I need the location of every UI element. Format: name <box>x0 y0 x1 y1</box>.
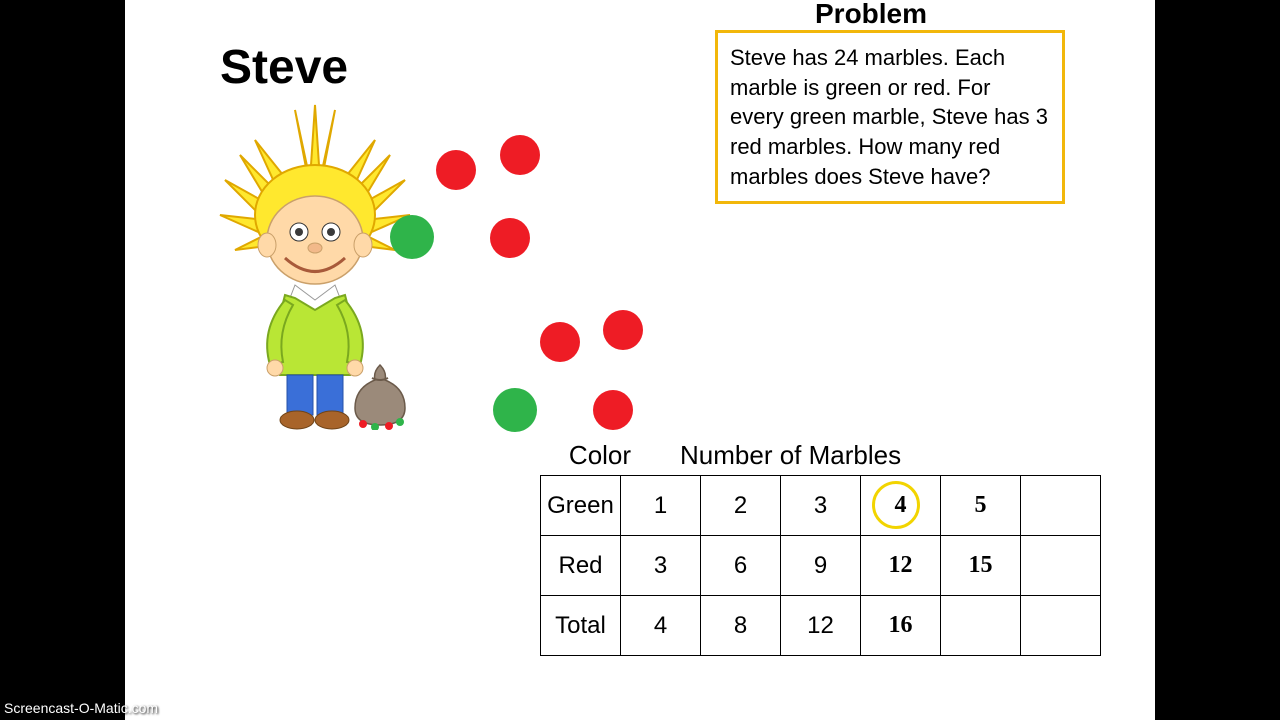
table-cell: 3 <box>621 536 701 596</box>
red-marble <box>593 390 633 430</box>
table-cell: 16 <box>861 596 941 656</box>
table-cell: 12 <box>861 536 941 596</box>
table-cell: 15 <box>941 536 1021 596</box>
red-marble <box>500 135 540 175</box>
table-header-number: Number of Marbles <box>660 440 1000 471</box>
table-cell: 8 <box>701 596 781 656</box>
table-row-label: Green <box>541 476 621 536</box>
red-marble <box>540 322 580 362</box>
table-cell: 12 <box>781 596 861 656</box>
problem-box: Steve has 24 marbles. Each marble is gre… <box>715 30 1065 204</box>
table-row-label: Total <box>541 596 621 656</box>
table-cell: 4 <box>861 476 941 536</box>
character-name: Steve <box>220 40 348 95</box>
table-cell: 9 <box>781 536 861 596</box>
red-marble <box>436 150 476 190</box>
table-cell <box>1021 476 1101 536</box>
table-cell: 5 <box>941 476 1021 536</box>
problem-title: Problem <box>815 0 927 30</box>
ratio-table: Color Number of Marbles Green12345Red369… <box>540 440 1101 656</box>
table-cell <box>1021 536 1101 596</box>
table-row-label: Red <box>541 536 621 596</box>
table-cell: 4 <box>621 596 701 656</box>
table-header-color: Color <box>540 440 660 471</box>
red-marble <box>603 310 643 350</box>
table-cell: 6 <box>701 536 781 596</box>
table-cell <box>1021 596 1101 656</box>
table-cell <box>941 596 1021 656</box>
green-marble <box>390 215 434 259</box>
slide-stage: Steve Problem Steve has 24 marbles. Each… <box>125 0 1155 720</box>
watermark: Screencast-O-Matic.com <box>4 700 158 716</box>
marble-bag-icon <box>345 360 415 430</box>
table-cell: 2 <box>701 476 781 536</box>
green-marble <box>493 388 537 432</box>
table-cell: 3 <box>781 476 861 536</box>
table-cell: 1 <box>621 476 701 536</box>
red-marble <box>490 218 530 258</box>
